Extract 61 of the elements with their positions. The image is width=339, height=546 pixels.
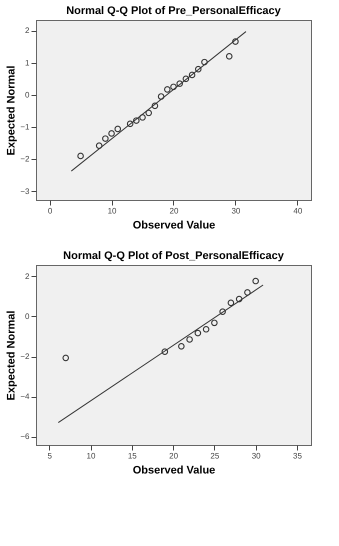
y-tick-label: 2	[25, 26, 30, 36]
point	[162, 348, 168, 355]
point	[170, 84, 177, 90]
point	[252, 278, 259, 284]
point	[145, 110, 152, 116]
point	[102, 135, 109, 142]
x-tick-label: 30	[252, 452, 262, 460]
point	[108, 130, 115, 137]
y-tick-label: −2	[20, 352, 30, 361]
x-axis-title: Observed Value	[132, 220, 216, 232]
point	[139, 114, 146, 121]
point	[226, 53, 233, 60]
y-tick-label: −4	[20, 392, 30, 402]
point	[114, 126, 122, 132]
point	[244, 289, 251, 296]
y-axis-title: Expected Normal	[5, 310, 18, 400]
point	[164, 86, 171, 93]
x-tick-label: 15	[128, 452, 138, 460]
y-tick-label: 0	[25, 90, 30, 100]
point	[201, 58, 208, 66]
point	[228, 300, 234, 306]
x-tick-label: 35	[293, 452, 302, 460]
y-tick-label: −2	[20, 154, 30, 164]
point	[211, 320, 218, 326]
x-tick-label: 10	[108, 206, 118, 216]
point	[182, 76, 190, 82]
y-tick-label: 0	[25, 312, 30, 321]
chart-title: Normal Q-Q Plot of Post_PersonalEfficacy	[63, 250, 285, 262]
y-axis-title: Expected Normal	[5, 66, 18, 156]
point	[77, 152, 84, 160]
point	[62, 354, 70, 362]
x-tick-label: 20	[169, 452, 179, 460]
chart-title: Normal Q-Q Plot of Pre_PersonalEfficacy	[66, 5, 282, 17]
point	[236, 296, 242, 302]
point	[186, 336, 193, 343]
y-tick-label: −1	[20, 122, 30, 132]
x-tick-label: 10	[86, 452, 96, 460]
x-tick-label: 40	[293, 206, 303, 216]
point	[219, 308, 226, 315]
point	[194, 330, 202, 336]
x-tick-label: 5	[47, 452, 52, 460]
y-tick-label: −6	[20, 432, 30, 442]
y-tick-label: −3	[20, 186, 30, 196]
point	[176, 80, 183, 87]
point	[232, 38, 239, 45]
x-tick-label: 20	[170, 206, 179, 216]
y-tick-label: 1	[25, 58, 30, 68]
x-tick-label: 25	[210, 452, 220, 460]
point	[152, 102, 158, 110]
point	[133, 117, 140, 124]
point	[178, 343, 185, 350]
x-tick-label: 0	[48, 206, 53, 216]
point	[194, 66, 202, 72]
point	[202, 326, 210, 333]
point	[158, 93, 164, 100]
x-axis-title: Observed Value	[132, 464, 216, 476]
y-tick-label: 2	[25, 272, 30, 281]
point	[188, 72, 196, 78]
x-tick-label: 30	[231, 206, 241, 216]
point	[96, 142, 102, 149]
point	[126, 120, 134, 128]
